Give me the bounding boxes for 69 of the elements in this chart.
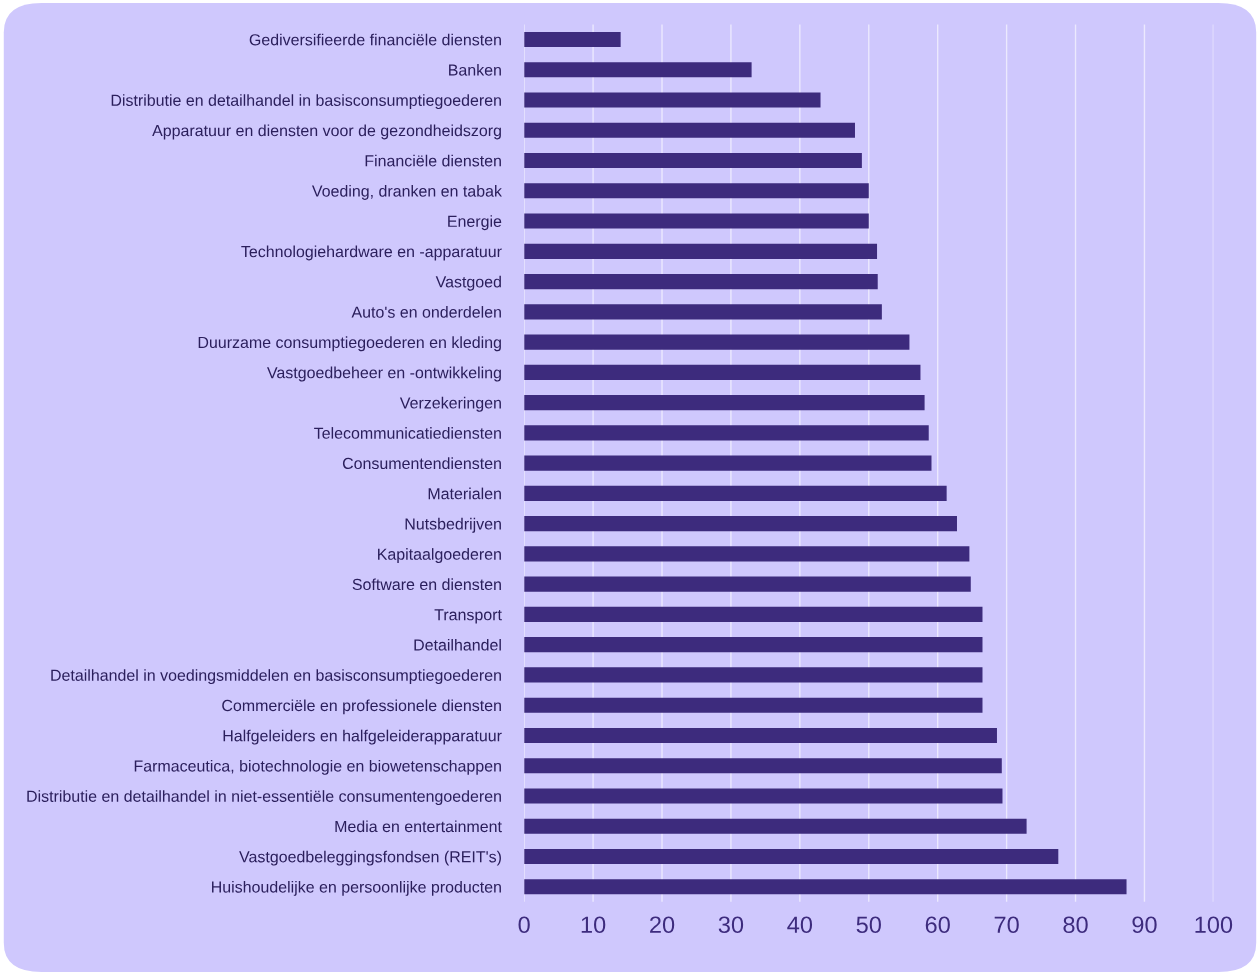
y-tick-label: Gediversifieerde financiële diensten xyxy=(249,33,501,46)
x-tick-label: 30 xyxy=(718,916,744,934)
bar xyxy=(524,152,862,169)
x-tick-label: 70 xyxy=(994,916,1019,934)
y-tick-label: Apparatuur en diensten voor de gezondheidszorg xyxy=(152,124,501,140)
y-tick-label: Vastgoedbeleggingsfondsen (REIT's) xyxy=(239,850,501,866)
x-tick-label: 80 xyxy=(1063,916,1088,934)
x-tick-label: 10 xyxy=(581,916,606,934)
y-tick-label: Voeding, dranken en tabak xyxy=(311,185,502,200)
y-tick-label: Telecommunicatiediensten xyxy=(314,427,501,439)
y-tick-label: Vastgoedbeheer en -ontwikkeling xyxy=(267,366,501,382)
x-tick-label: 0 xyxy=(518,916,530,934)
bar xyxy=(524,31,621,48)
bar xyxy=(524,485,947,501)
y-tick-label: Media en entertainment xyxy=(335,820,502,833)
bar xyxy=(524,879,1127,895)
y-tick-label: Verzekeringen xyxy=(399,396,501,412)
y-tick-label: Financiële diensten xyxy=(365,154,501,167)
y-tick-label: Distributie en detailhandel in basisconsumptiegoederen xyxy=(111,94,501,110)
bar xyxy=(524,243,878,259)
y-tick-label: Nutsbedrijven xyxy=(405,517,501,533)
bar xyxy=(524,697,983,713)
y-tick-label: Energie xyxy=(448,215,502,231)
bar xyxy=(524,425,929,441)
y-tick-label: Duurzame consumptiegoederen en kleding xyxy=(198,336,501,352)
y-tick-label: Farmaceutica, biotechnologie en biowetenschappen xyxy=(134,759,501,775)
y-tick-label: Commerciële en professionele diensten xyxy=(222,699,501,715)
y-tick-label: Halfgeleiders en halfgeleiderapparatuur xyxy=(223,729,502,745)
y-tick-label: Huishoudelijke en persoonlijke producten xyxy=(212,880,501,896)
y-tick-label: Materialen xyxy=(428,487,501,500)
y-tick-label: Kapitaalgoederen xyxy=(378,548,501,563)
y-tick-label: Detailhandel in voedingsmiddelen en basisconsumptiegoederen xyxy=(51,669,501,685)
bar xyxy=(524,818,1027,834)
y-tick-label: Banken xyxy=(449,63,501,76)
bar xyxy=(524,788,1003,804)
bar xyxy=(524,516,957,532)
bar xyxy=(524,576,971,592)
bar xyxy=(524,183,869,199)
bar xyxy=(524,455,932,471)
x-tick-label: 20 xyxy=(650,916,675,934)
bar xyxy=(524,758,1002,774)
bar xyxy=(524,606,983,622)
y-tick-label: Consumentendiensten xyxy=(342,457,501,470)
bar xyxy=(524,213,869,229)
bar xyxy=(524,122,855,138)
y-tick-label: Software en diensten xyxy=(352,578,501,591)
bar xyxy=(524,727,997,744)
y-tick-label: Technologiehardware en -apparatuur xyxy=(241,245,502,261)
bar xyxy=(524,637,983,653)
bar xyxy=(524,546,970,562)
bar xyxy=(524,667,983,683)
x-tick-label: 100 xyxy=(1195,916,1233,934)
y-tick-label: Vastgoed xyxy=(435,275,501,291)
bar xyxy=(524,92,821,108)
bar xyxy=(524,304,882,320)
x-tick-label: 40 xyxy=(787,916,813,934)
y-tick-label: Detailhandel xyxy=(414,638,501,651)
bar xyxy=(524,334,910,350)
x-tick-label: 50 xyxy=(856,916,881,934)
bar xyxy=(524,395,925,411)
bar xyxy=(524,62,752,78)
bar xyxy=(524,848,1059,865)
y-tick-label: Transport xyxy=(434,609,502,624)
x-tick-label: 60 xyxy=(925,916,950,934)
y-tick-label: Auto's en onderdelen xyxy=(351,306,501,318)
bar xyxy=(524,364,921,380)
x-tick-label: 90 xyxy=(1132,916,1157,934)
y-tick-label: Distributie en detailhandel in niet-essentiële consumentengoederen xyxy=(27,790,501,806)
bar xyxy=(524,274,878,290)
